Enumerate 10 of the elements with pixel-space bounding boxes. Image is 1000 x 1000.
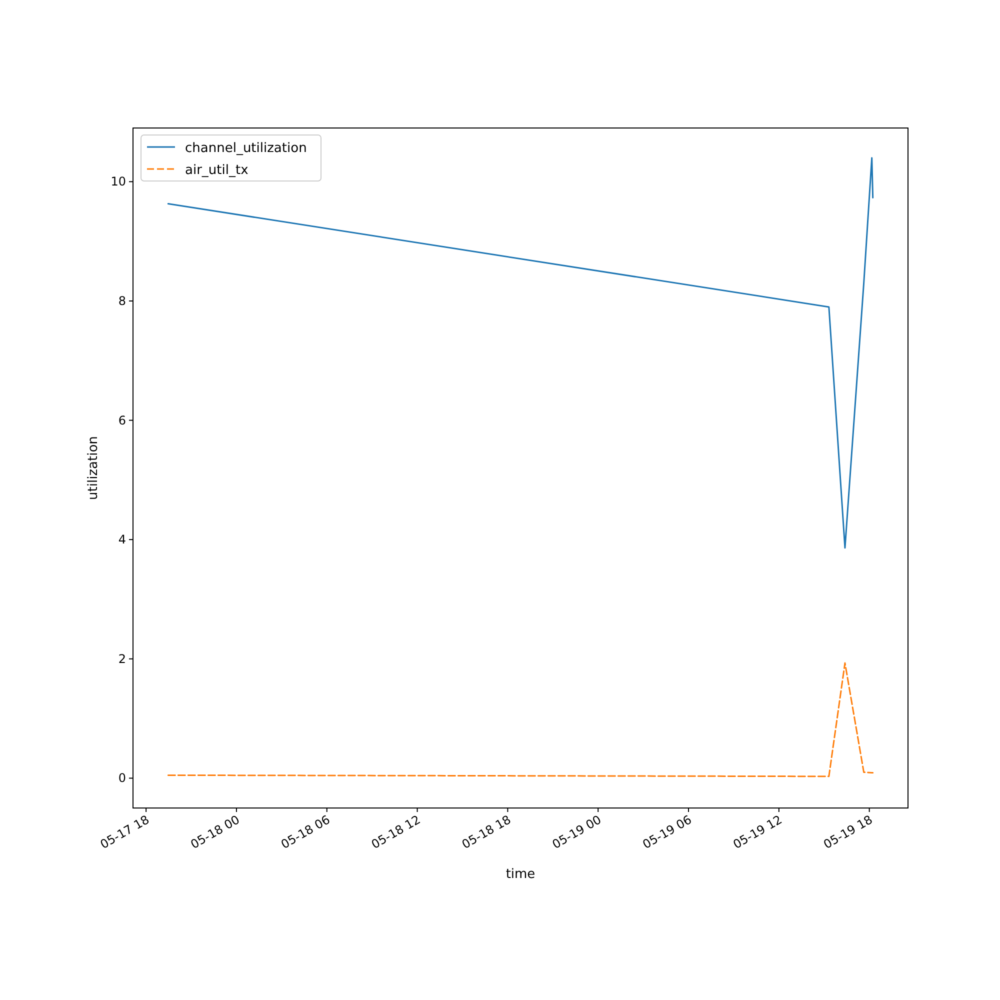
y-tick-label: 10 (110, 174, 126, 189)
y-tick-label: 4 (118, 532, 126, 547)
y-axis-title: utilization (86, 436, 101, 500)
legend-label: air_util_tx (185, 163, 249, 178)
x-axis-title: time (506, 867, 536, 882)
y-tick-label: 8 (118, 294, 126, 308)
y-tick-label: 0 (118, 771, 126, 786)
y-tick-label: 2 (118, 652, 126, 666)
legend-label: channel_utilization (185, 141, 307, 156)
y-tick-label: 6 (118, 413, 126, 428)
